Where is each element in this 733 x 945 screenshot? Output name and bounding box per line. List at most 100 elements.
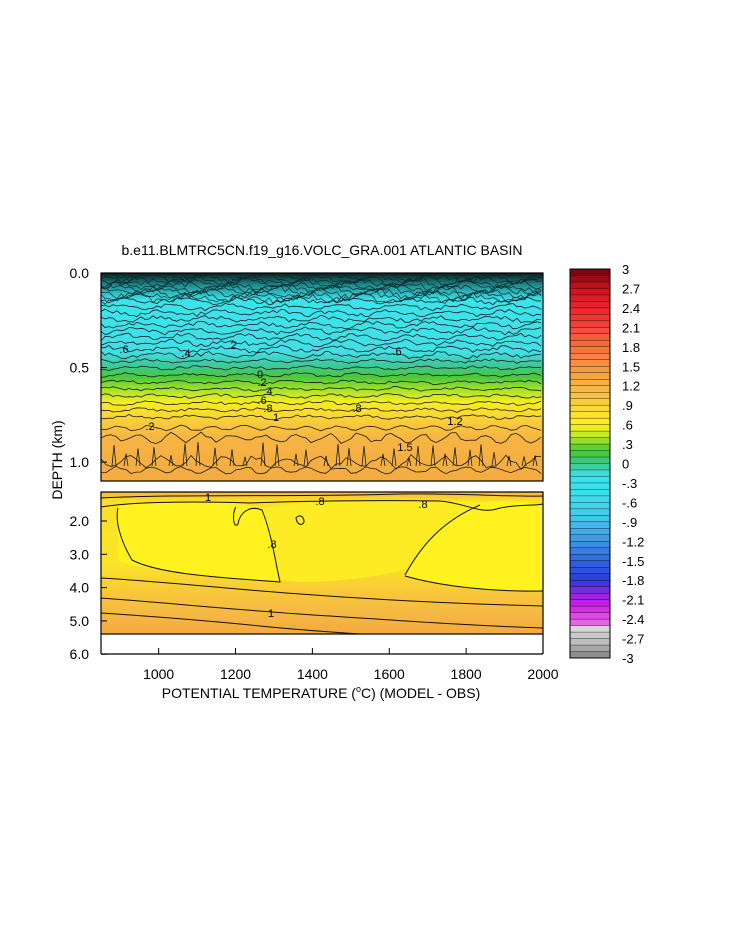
- colorbar-swatch: [569, 651, 611, 659]
- x-axis-label: POTENTIAL TEMPERATURE (oC) (MODEL - OBS): [162, 684, 481, 701]
- colorbar-label: -1.2: [622, 534, 644, 549]
- colorbar-swatch: [569, 567, 611, 575]
- contour-line: [101, 289, 542, 303]
- contour-line: [430, 445, 436, 467]
- contour-label: .8: [418, 499, 427, 511]
- contour-line: [404, 575, 543, 592]
- colorbar-label: 1.8: [622, 340, 640, 355]
- colorbar-label: -.9: [622, 515, 637, 530]
- x-tick-label: 2000: [527, 666, 558, 682]
- colorbar-swatch: [569, 301, 611, 309]
- colorbar-swatch: [569, 599, 611, 607]
- contour-line: [442, 453, 448, 467]
- colorbar-swatch: [569, 340, 611, 348]
- contour-label: .6: [257, 395, 266, 407]
- colorbar-swatch: [569, 605, 611, 614]
- contour-line: [101, 577, 543, 607]
- contour-line: [168, 455, 174, 467]
- colorbar-swatch: [569, 443, 611, 452]
- contour-line: [101, 407, 542, 413]
- colorbar-swatch: [569, 314, 611, 322]
- colorbar-swatch: [569, 366, 611, 374]
- contour-line: [101, 372, 542, 378]
- contour-line: [101, 350, 542, 360]
- contour-line: [101, 612, 361, 634]
- y-axis-label: DEPTH (km): [49, 420, 65, 499]
- contour-line: [404, 504, 481, 576]
- colorbar-swatch: [569, 547, 611, 555]
- contour-line: [467, 449, 473, 467]
- colorbar-swatch: [569, 281, 611, 289]
- contour-line: [101, 296, 542, 306]
- contour-label: .4: [263, 386, 272, 398]
- y-tick-label: 3.0: [70, 546, 90, 562]
- colorbar-label: .3: [622, 437, 633, 452]
- colorbar-swatch: [569, 372, 611, 380]
- contour-line: [361, 446, 367, 467]
- colorbar-swatch: [569, 417, 611, 426]
- contour-line: [101, 424, 542, 432]
- colorbar-swatch: [569, 521, 611, 529]
- contour-label: .8: [315, 496, 324, 508]
- colorbar-swatch: [569, 275, 611, 283]
- contour-line: [101, 393, 542, 399]
- contour-line: [295, 515, 305, 525]
- colorbar-swatch: [569, 534, 611, 542]
- contour-line: [303, 449, 309, 467]
- colorbar-swatch: [569, 469, 611, 477]
- contour-label: .8: [352, 403, 361, 415]
- contour-label: 1.2: [447, 416, 462, 428]
- contour-label: .6: [392, 346, 401, 358]
- contour-label: 1: [273, 412, 279, 424]
- contour-label: .2: [257, 377, 266, 389]
- top-panel-contour-labels: .6.4.2.6.81.20.2.4.6.81.21.5: [119, 340, 462, 454]
- colorbar-swatch: [569, 463, 611, 471]
- contour-line: [101, 379, 542, 385]
- contour-line: [135, 448, 141, 467]
- colorbar-label: -2.7: [622, 632, 644, 647]
- x-axis: 1000 1200 1400 1600 1800 2000: [143, 648, 559, 682]
- colorbar-frame: [569, 268, 611, 659]
- colorbar-label: .6: [622, 418, 633, 433]
- contour-line: [101, 279, 542, 292]
- colorbar-swatch: [569, 612, 611, 620]
- colorbar-swatch: [569, 424, 611, 432]
- contour-line: [111, 445, 117, 467]
- x-axis-label-before: POTENTIAL TEMPERATURE (: [162, 685, 357, 701]
- bottom-panel-contours: [101, 493, 543, 634]
- colorbar-swatch: [569, 580, 611, 588]
- colorbar-swatch: [569, 288, 611, 296]
- contour-line: [101, 303, 542, 312]
- contour-line: [101, 332, 542, 342]
- contour-line: [182, 443, 188, 467]
- colorbar-swatch: [569, 560, 611, 568]
- bottom-panel: 1 .8 .8 .8 1: [100, 491, 544, 635]
- colorbar-swatch: [569, 430, 611, 439]
- colorbar-label: -.3: [622, 476, 637, 491]
- colorbar-swatch: [569, 482, 611, 490]
- y-tick-label: 5.0: [70, 613, 90, 629]
- colorbar-swatch: [569, 398, 611, 406]
- contour-line: [101, 597, 543, 629]
- contour-line: [101, 500, 543, 511]
- colorbar-label: 2.1: [622, 320, 640, 335]
- colorbar-swatch: [569, 359, 611, 367]
- yellow-water-mass-central: [262, 500, 480, 582]
- colorbar-labels: 3 2.7 2.4 2.1 1.8 1.5 1.2 .9 .6 .3 0 -.3 -.6 -.9 -1.2 -…: [622, 262, 644, 666]
- contour-label: .2: [145, 421, 154, 433]
- contour-line: [101, 386, 542, 392]
- contour-line: [335, 443, 341, 467]
- colorbar-swatch: [569, 631, 611, 640]
- contour-line: [532, 455, 538, 467]
- colorbar-swatch: [569, 554, 611, 562]
- contour-line: [101, 493, 543, 499]
- contour-line: [101, 326, 542, 336]
- contour-line: [101, 344, 542, 354]
- colorbar-swatch: [569, 450, 611, 458]
- colorbar-swatch: [569, 502, 611, 510]
- colorbar-swatch: [569, 307, 611, 315]
- x-tick-label: 1000: [143, 666, 174, 682]
- colorbar-swatch: [569, 437, 611, 445]
- colorbar-swatch: [569, 508, 611, 516]
- contour-line: [101, 358, 542, 364]
